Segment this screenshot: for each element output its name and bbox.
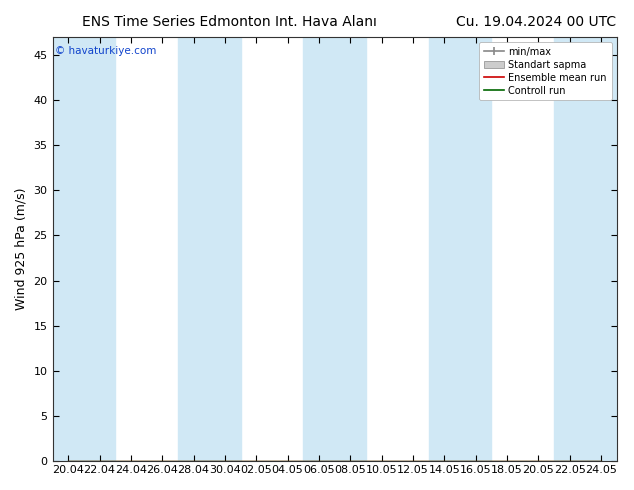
Bar (53, 37, 115, 461)
Legend: min/max, Standart sapma, Ensemble mean run, Controll run: min/max, Standart sapma, Ensemble mean r… (479, 42, 612, 100)
Bar (178, 37, 240, 461)
Bar (303, 37, 366, 461)
Text: © havaturkiye.com: © havaturkiye.com (55, 46, 157, 55)
Y-axis label: Wind 925 hPa (m/s): Wind 925 hPa (m/s) (15, 188, 28, 310)
Bar (554, 37, 617, 461)
Text: Cu. 19.04.2024 00 UTC: Cu. 19.04.2024 00 UTC (456, 15, 617, 29)
Text: ENS Time Series Edmonton Int. Hava Alanı: ENS Time Series Edmonton Int. Hava Alanı (82, 15, 377, 29)
Bar (429, 37, 491, 461)
